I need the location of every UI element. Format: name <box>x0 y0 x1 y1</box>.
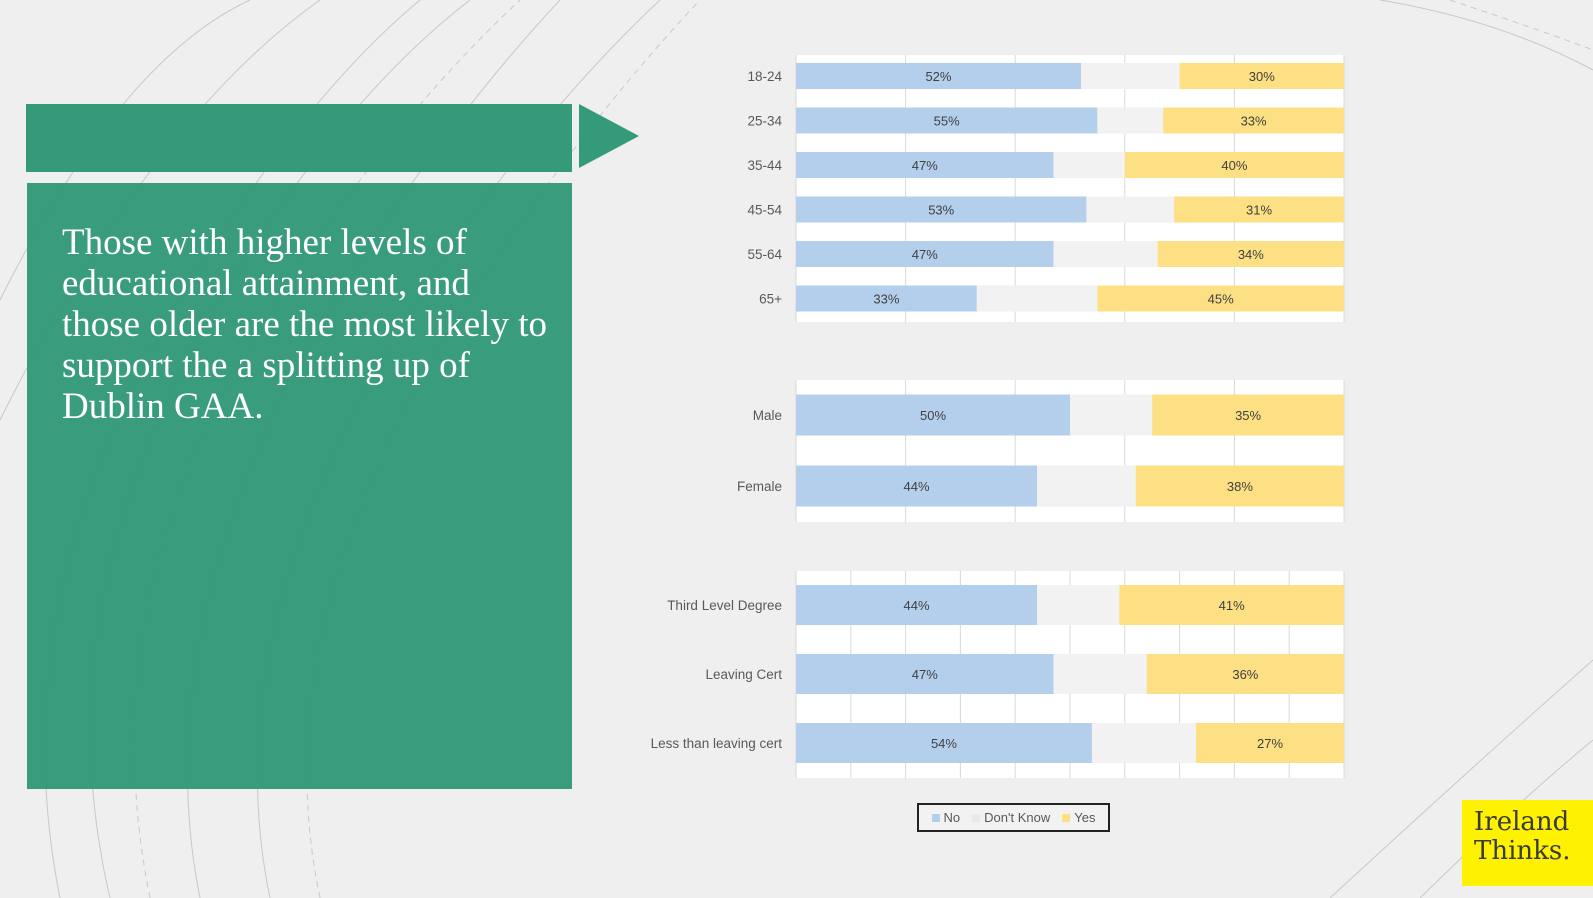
bar-no-education <box>796 723 1092 763</box>
data-label-yes: 41% <box>1219 598 1245 613</box>
category-label-education: Leaving Cert <box>705 667 782 682</box>
category-label-gender: Female <box>737 479 782 494</box>
legend-label-no: No <box>943 810 961 825</box>
bar-dont-know-age <box>1080 63 1180 89</box>
bar-dont-know-education <box>1053 654 1147 694</box>
bar-dont-know-age <box>1053 241 1158 267</box>
data-label-no: 50% <box>920 408 946 423</box>
data-label-no: 54% <box>931 736 957 751</box>
legend-swatch-no <box>931 813 940 822</box>
data-label-no: 53% <box>928 203 954 218</box>
title-bar <box>26 104 572 172</box>
data-label-yes: 27% <box>1257 736 1283 751</box>
bar-no-age <box>796 63 1081 89</box>
data-label-yes: 34% <box>1238 247 1264 262</box>
bar-no-age <box>796 152 1054 178</box>
category-label-age: 35-44 <box>747 158 782 173</box>
category-label-education: Less than leaving cert <box>651 736 783 751</box>
category-label-age: 25-34 <box>747 114 782 129</box>
data-label-yes: 30% <box>1249 69 1275 84</box>
data-label-yes: 45% <box>1208 292 1234 307</box>
data-label-no: 47% <box>912 158 938 173</box>
legend-swatch-dont-know <box>972 813 981 822</box>
bar-yes-education <box>1196 723 1344 763</box>
data-label-no: 52% <box>925 69 951 84</box>
bar-yes-age <box>1179 63 1344 89</box>
bar-dont-know-gender <box>1070 394 1153 436</box>
bar-yes-education <box>1146 654 1344 694</box>
bar-dont-know-education <box>1037 585 1120 625</box>
legend-item-no: No <box>931 810 961 825</box>
data-label-yes: 33% <box>1241 114 1267 129</box>
data-label-no: 44% <box>904 598 930 613</box>
bar-no-age <box>796 285 977 312</box>
bar-no-age <box>796 241 1054 267</box>
legend-label-yes: Yes <box>1074 810 1096 825</box>
category-label-age: 18-24 <box>747 69 782 84</box>
legend-label-dont-know: Don't Know <box>984 810 1051 825</box>
category-label-gender: Male <box>753 408 782 423</box>
bar-dont-know-age <box>1053 152 1125 178</box>
bar-dont-know-age <box>976 285 1098 312</box>
legend-swatch-yes <box>1062 813 1071 822</box>
data-label-yes: 38% <box>1227 479 1253 494</box>
data-label-no: 47% <box>912 667 938 682</box>
logo-text: Ireland Thinks. <box>1474 807 1571 866</box>
category-label-age: 65+ <box>759 292 782 307</box>
bar-no-education <box>796 654 1054 694</box>
bar-dont-know-education <box>1091 723 1197 763</box>
text-panel <box>27 183 572 789</box>
category-label-education: Third Level Degree <box>667 598 782 613</box>
data-label-no: 44% <box>904 479 930 494</box>
category-label-age: 55-64 <box>747 247 782 262</box>
bar-yes-age <box>1097 285 1344 312</box>
bar-yes-education <box>1119 585 1344 625</box>
slide-body-text: Those with higher levels of educational … <box>62 222 547 427</box>
bar-no-education <box>796 585 1038 625</box>
ireland-thinks-logo: Ireland Thinks. <box>1462 800 1593 886</box>
data-label-no: 47% <box>912 247 938 262</box>
bar-no-gender <box>796 465 1038 507</box>
legend-item-dont-know: Don't Know <box>972 810 1050 825</box>
bar-no-gender <box>796 394 1070 436</box>
chart-legend: No Don't Know Yes <box>917 803 1110 832</box>
legend-item-yes: Yes <box>1062 810 1095 825</box>
bar-yes-age <box>1163 107 1344 134</box>
bar-no-age <box>796 196 1087 223</box>
bar-dont-know-gender <box>1037 465 1136 507</box>
bar-yes-gender <box>1135 465 1344 507</box>
plot-area-age <box>796 55 1344 322</box>
title-arrow-icon <box>579 104 639 168</box>
bar-yes-age <box>1174 196 1344 223</box>
bar-yes-age <box>1157 241 1344 267</box>
bar-no-age <box>796 107 1098 134</box>
bar-yes-gender <box>1152 394 1344 436</box>
bar-dont-know-age <box>1097 107 1164 134</box>
bar-yes-age <box>1124 152 1344 178</box>
data-label-no: 33% <box>873 292 899 307</box>
data-label-yes: 31% <box>1246 203 1272 218</box>
data-label-yes: 35% <box>1235 408 1261 423</box>
data-label-no: 55% <box>934 114 960 129</box>
category-label-age: 45-54 <box>747 203 782 218</box>
data-label-yes: 40% <box>1221 158 1247 173</box>
bar-dont-know-age <box>1086 196 1175 223</box>
data-label-yes: 36% <box>1232 667 1258 682</box>
